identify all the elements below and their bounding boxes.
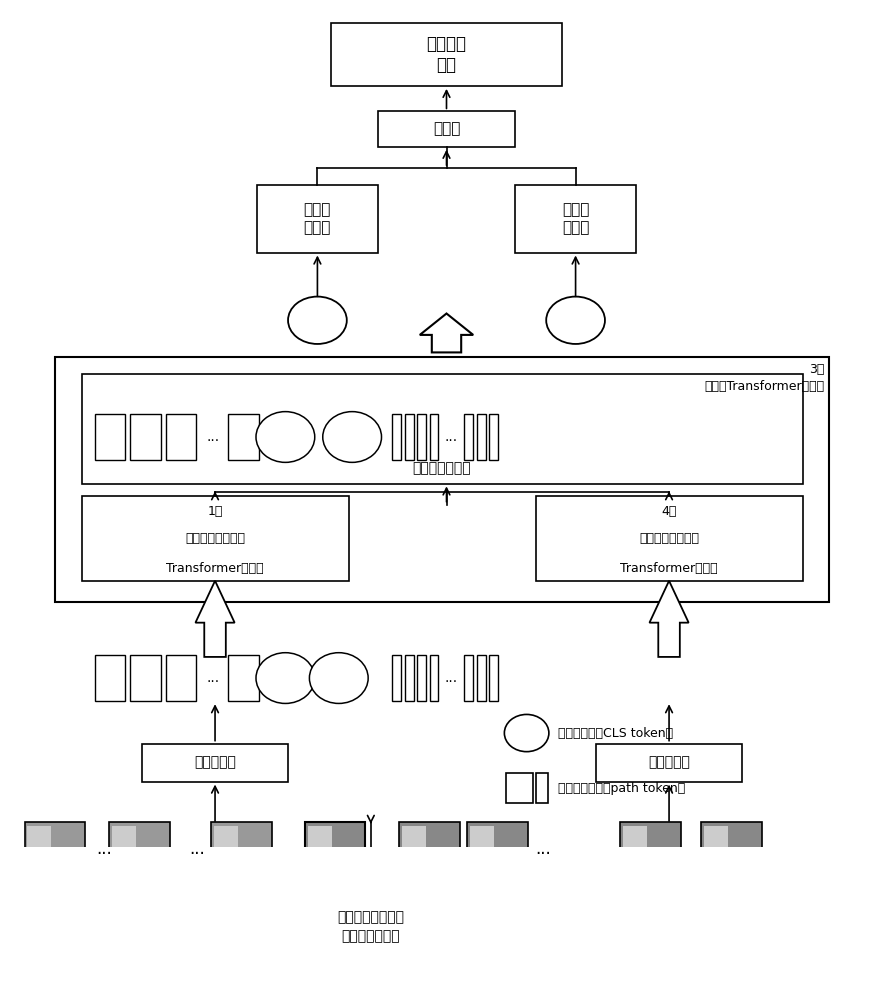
Bar <box>305 822 365 877</box>
Bar <box>402 826 426 873</box>
Bar <box>405 414 413 460</box>
Bar <box>54 357 830 602</box>
Bar <box>477 655 486 701</box>
Text: 1层: 1层 <box>207 505 222 518</box>
Ellipse shape <box>322 412 381 462</box>
Bar <box>95 414 125 460</box>
Bar <box>489 655 498 701</box>
Bar <box>330 23 563 86</box>
Bar <box>307 826 332 873</box>
Text: 多层感
知机层: 多层感 知机层 <box>304 203 331 235</box>
Bar <box>489 414 498 460</box>
Text: Transformer编码器: Transformer编码器 <box>166 562 263 575</box>
Ellipse shape <box>309 653 368 703</box>
Bar <box>596 744 742 782</box>
Text: ...: ... <box>189 840 205 858</box>
Bar <box>229 414 259 460</box>
Bar <box>701 822 762 877</box>
Text: ：分类标志（CLS token）: ：分类标志（CLS token） <box>558 727 673 740</box>
Text: Transformer编码器: Transformer编码器 <box>621 562 718 575</box>
Text: 4层: 4层 <box>662 505 677 518</box>
Polygon shape <box>649 581 689 657</box>
Bar <box>430 414 438 460</box>
Bar <box>24 822 85 877</box>
Text: ...: ... <box>445 430 458 444</box>
Polygon shape <box>196 581 235 657</box>
Bar <box>212 822 272 877</box>
Bar <box>229 655 259 701</box>
Text: 设置快慢帧率获取: 设置快慢帧率获取 <box>338 910 405 924</box>
Bar <box>81 496 348 581</box>
Bar <box>378 111 515 147</box>
Text: 数据预处理: 数据预处理 <box>194 756 236 770</box>
Bar <box>417 414 426 460</box>
Bar <box>506 773 533 803</box>
Bar <box>287 987 455 1000</box>
Bar <box>262 898 480 953</box>
Bar <box>622 826 647 873</box>
Bar <box>467 822 528 877</box>
Text: 不同帧图像序列: 不同帧图像序列 <box>341 929 400 943</box>
Text: ...: ... <box>206 430 220 444</box>
Bar <box>392 414 401 460</box>
Ellipse shape <box>547 297 605 344</box>
Text: 求均值: 求均值 <box>433 122 460 137</box>
Bar <box>477 414 486 460</box>
Bar <box>464 414 473 460</box>
Bar <box>537 773 548 803</box>
Bar <box>81 374 803 484</box>
Bar <box>214 826 238 873</box>
Bar <box>166 414 196 460</box>
Text: 分开时空自注意力: 分开时空自注意力 <box>639 532 699 545</box>
Bar <box>430 655 438 701</box>
Bar <box>536 496 803 581</box>
Text: ...: ... <box>536 840 551 858</box>
Polygon shape <box>420 314 473 352</box>
Bar <box>130 414 161 460</box>
Text: ...: ... <box>96 840 112 858</box>
Text: 交叉注意力模块: 交叉注意力模块 <box>413 461 472 475</box>
Bar <box>417 655 426 701</box>
Ellipse shape <box>256 653 314 703</box>
Text: ：图像块标志（path token）: ：图像块标志（path token） <box>558 782 685 795</box>
Bar <box>257 185 378 253</box>
Bar <box>399 822 460 877</box>
Bar <box>95 655 125 701</box>
Bar <box>142 744 288 782</box>
Ellipse shape <box>505 714 549 752</box>
Text: 3层: 3层 <box>809 363 825 376</box>
Text: 分开时空自注意力: 分开时空自注意力 <box>185 532 245 545</box>
Text: ...: ... <box>445 671 458 685</box>
Bar <box>470 826 494 873</box>
Ellipse shape <box>288 297 346 344</box>
Text: 分类结果
打架: 分类结果 打架 <box>427 35 466 74</box>
Bar <box>166 655 196 701</box>
Text: 数据预处理: 数据预处理 <box>648 756 690 770</box>
Bar <box>130 655 161 701</box>
Text: 原始视频输入: 原始视频输入 <box>346 999 396 1000</box>
Text: 多帧率Transformer编码器: 多帧率Transformer编码器 <box>705 380 825 393</box>
Bar <box>620 822 680 877</box>
Text: 多层感
知机层: 多层感 知机层 <box>562 203 589 235</box>
Bar <box>392 655 401 701</box>
Bar <box>515 185 636 253</box>
Bar <box>112 826 136 873</box>
Bar <box>704 826 728 873</box>
Bar <box>405 655 413 701</box>
Bar <box>464 655 473 701</box>
Bar <box>27 826 52 873</box>
Ellipse shape <box>256 412 314 462</box>
Text: ...: ... <box>206 671 220 685</box>
Bar <box>109 822 170 877</box>
